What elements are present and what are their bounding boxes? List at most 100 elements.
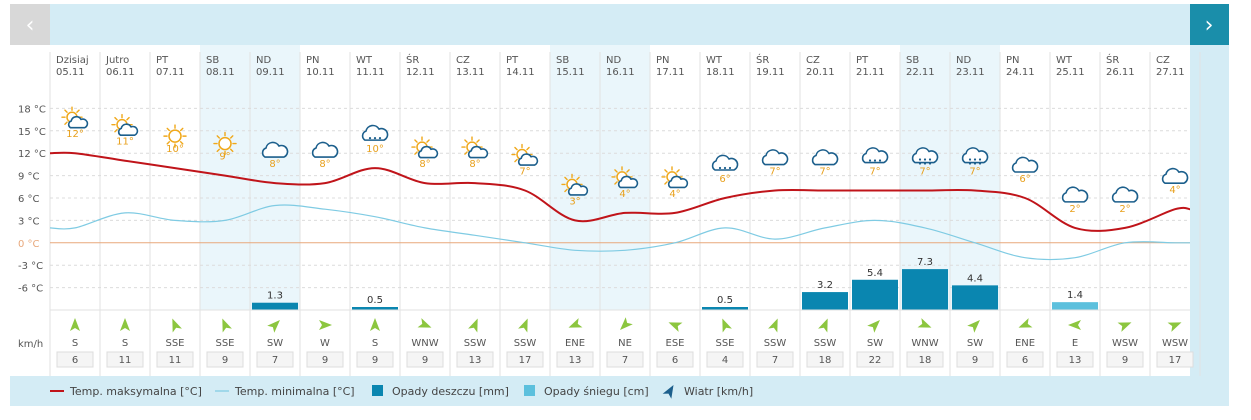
rain-drop xyxy=(928,162,932,165)
sun-ray xyxy=(614,169,618,173)
cloud-icon xyxy=(1061,186,1089,203)
wind-arrow-shape xyxy=(668,322,683,332)
wind-speed: 17 xyxy=(519,355,532,366)
rain-drop xyxy=(723,166,727,170)
next-button-bg[interactable] xyxy=(1190,4,1229,45)
sun-ray xyxy=(664,181,668,185)
wind-speed-box xyxy=(1006,351,1044,368)
wind-arrow-shape xyxy=(818,318,828,333)
sun-ray xyxy=(114,128,118,133)
day-date: 18.11 xyxy=(706,67,735,78)
wind-speed: 18 xyxy=(919,355,932,366)
rain-drop xyxy=(973,162,977,165)
legend-snow-swatch xyxy=(524,385,535,396)
day-date: 07.11 xyxy=(156,67,185,78)
sun-cloud-icon xyxy=(411,136,439,159)
weekend-column xyxy=(550,45,600,310)
wind-arrow-shape xyxy=(568,318,583,328)
day-date: 08.11 xyxy=(206,67,235,78)
wind-speed-box xyxy=(906,351,944,368)
sun-ray xyxy=(576,176,580,181)
wind-speed: 17 xyxy=(1169,355,1182,366)
icon-temp-label: 10° xyxy=(366,144,384,155)
cloud-shape xyxy=(467,145,489,159)
day-name: WT xyxy=(1056,55,1073,66)
day-date: 09.11 xyxy=(256,67,285,78)
rain-drop xyxy=(918,162,922,165)
day-date: 21.11 xyxy=(856,67,885,78)
wind-speed-box xyxy=(406,351,444,368)
wind-speed-box xyxy=(656,351,694,368)
day-name: SB xyxy=(206,55,219,66)
wind-direction: S xyxy=(372,338,378,349)
wind-arrow-icon xyxy=(1117,322,1132,332)
rain-drop xyxy=(973,158,977,161)
wind-direction: ENE xyxy=(565,338,585,349)
rain-drop xyxy=(368,137,372,140)
sun-ray xyxy=(64,109,68,113)
wind-direction: SW xyxy=(967,338,983,349)
rain-bar-label: 5.4 xyxy=(867,268,883,279)
day-date: 15.11 xyxy=(556,67,585,78)
day-name: PT xyxy=(506,55,519,66)
wind-arrow-shape xyxy=(917,318,932,328)
day-date: 22.11 xyxy=(906,67,935,78)
next-button[interactable]: › xyxy=(1190,4,1229,45)
sun-ray xyxy=(426,139,430,143)
wind-speed: 9 xyxy=(322,355,328,366)
prev-button[interactable]: ‹ xyxy=(10,4,50,45)
sun-ray xyxy=(166,127,171,132)
wind-arrow-icon xyxy=(1167,322,1182,332)
rain-bar xyxy=(802,292,848,310)
weekend-column xyxy=(250,45,300,310)
day-name: ND xyxy=(606,55,621,66)
wind-arrow-icon xyxy=(70,318,80,331)
wind-arrow-shape xyxy=(1117,322,1132,332)
wind-arrow-icon xyxy=(267,320,280,333)
rain-drop xyxy=(878,159,882,162)
sun-cloud-icon xyxy=(661,166,689,189)
icon-temp-label: 12° xyxy=(66,129,84,140)
day-date: 23.11 xyxy=(956,67,985,78)
day-date: 13.11 xyxy=(456,67,485,78)
cloud-heavy-rain-icon xyxy=(961,147,989,165)
wind-speed: 9 xyxy=(422,355,428,366)
cloud-icon xyxy=(311,141,339,158)
day-name: CZ xyxy=(456,55,470,66)
day-name: WT xyxy=(706,55,723,66)
wind-arrow-icon xyxy=(1018,318,1033,328)
sun-ray xyxy=(229,135,234,139)
icon-temp-label: 8° xyxy=(419,159,430,170)
wind-speed-box xyxy=(856,351,894,368)
wind-arrow-icon xyxy=(917,318,932,328)
icon-temp-label: 4° xyxy=(669,189,680,200)
day-name: WT xyxy=(356,55,373,66)
sun-ray xyxy=(676,169,680,173)
cloud-shape xyxy=(517,153,539,166)
wind-speed: 4 xyxy=(722,355,728,366)
day-name: ŚR xyxy=(756,53,769,66)
cloud-rain-icon xyxy=(861,147,889,164)
wind-speed-box xyxy=(356,351,394,368)
legend-label: Opady śniegu [cm] xyxy=(544,385,649,398)
rain-bar xyxy=(252,302,298,310)
legend-item-rain: Opady deszczu [mm] xyxy=(372,385,509,398)
cloud-shape xyxy=(1061,186,1089,203)
sun-ray xyxy=(216,135,221,139)
wind-arrow-shape xyxy=(172,318,182,333)
prev-button-bg[interactable] xyxy=(10,4,50,45)
wind-speed: 9 xyxy=(1122,355,1128,366)
wind-speed: 6 xyxy=(672,355,678,366)
icon-temp-label: 8° xyxy=(469,159,480,170)
wind-direction: S xyxy=(72,338,78,349)
wind-arrow-icon xyxy=(818,318,828,333)
wind-speed: 7 xyxy=(772,355,778,366)
wind-direction: SW xyxy=(867,338,883,349)
legend-wind-swatch xyxy=(662,384,674,399)
cloud-shape xyxy=(617,175,639,189)
wind-speed-box xyxy=(1106,351,1144,368)
legend-label: Wiatr [km/h] xyxy=(684,385,753,398)
wind-speed-box xyxy=(306,351,344,368)
sun-ray xyxy=(76,109,80,113)
cloud-shape xyxy=(567,183,589,196)
